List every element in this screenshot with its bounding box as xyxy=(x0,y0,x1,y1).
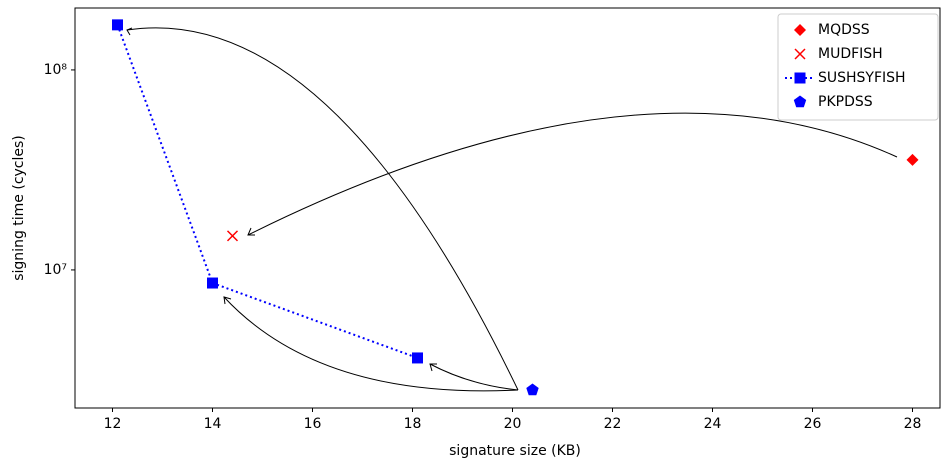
arrowhead xyxy=(247,227,255,236)
marker xyxy=(412,352,423,364)
arrow xyxy=(126,27,519,391)
annotation-arrows xyxy=(126,27,898,392)
x-tick-label: 28 xyxy=(904,416,922,432)
x-tick-label: 22 xyxy=(604,416,622,432)
marker xyxy=(207,277,218,289)
x-tick-label: 20 xyxy=(504,416,522,432)
marker xyxy=(112,19,123,31)
legend-marker xyxy=(794,48,806,60)
legend-marker xyxy=(794,72,806,84)
legend-marker xyxy=(794,24,806,36)
plot-frame xyxy=(74,7,941,409)
y-axis-label: signing time (cycles) xyxy=(11,135,27,281)
x-tick-label: 24 xyxy=(704,416,722,432)
arrowhead xyxy=(126,27,133,36)
arrow xyxy=(247,112,898,236)
x-tick-label: 14 xyxy=(204,416,222,432)
marker xyxy=(526,383,539,396)
x-tick-label: 16 xyxy=(304,416,322,432)
series-line xyxy=(116,24,418,359)
marker xyxy=(906,153,919,166)
y-tick-label: 10⁸ xyxy=(44,62,68,78)
legend-label: MUDFISH xyxy=(818,46,883,62)
x-axis-label: signature size (KB) xyxy=(449,443,581,459)
marker xyxy=(226,230,239,242)
arrow xyxy=(429,363,519,391)
arrow xyxy=(223,296,519,392)
x-tick-label: 18 xyxy=(404,416,422,432)
legend: MQDSS MUDFISH SUSHSYFISH PKPDSS xyxy=(777,13,939,121)
x-tick-label: 26 xyxy=(804,416,822,432)
x-tick-label: 12 xyxy=(104,416,122,432)
legend-label: PKPDSS xyxy=(818,94,873,110)
legend-label: SUSHSYFISH xyxy=(818,70,906,86)
legend-marker xyxy=(793,95,807,108)
legend-label: MQDSS xyxy=(818,22,870,38)
y-tick-label: 10⁷ xyxy=(44,262,67,278)
arrowhead xyxy=(429,363,437,372)
arrowhead xyxy=(223,296,232,305)
legend-box xyxy=(777,13,939,121)
